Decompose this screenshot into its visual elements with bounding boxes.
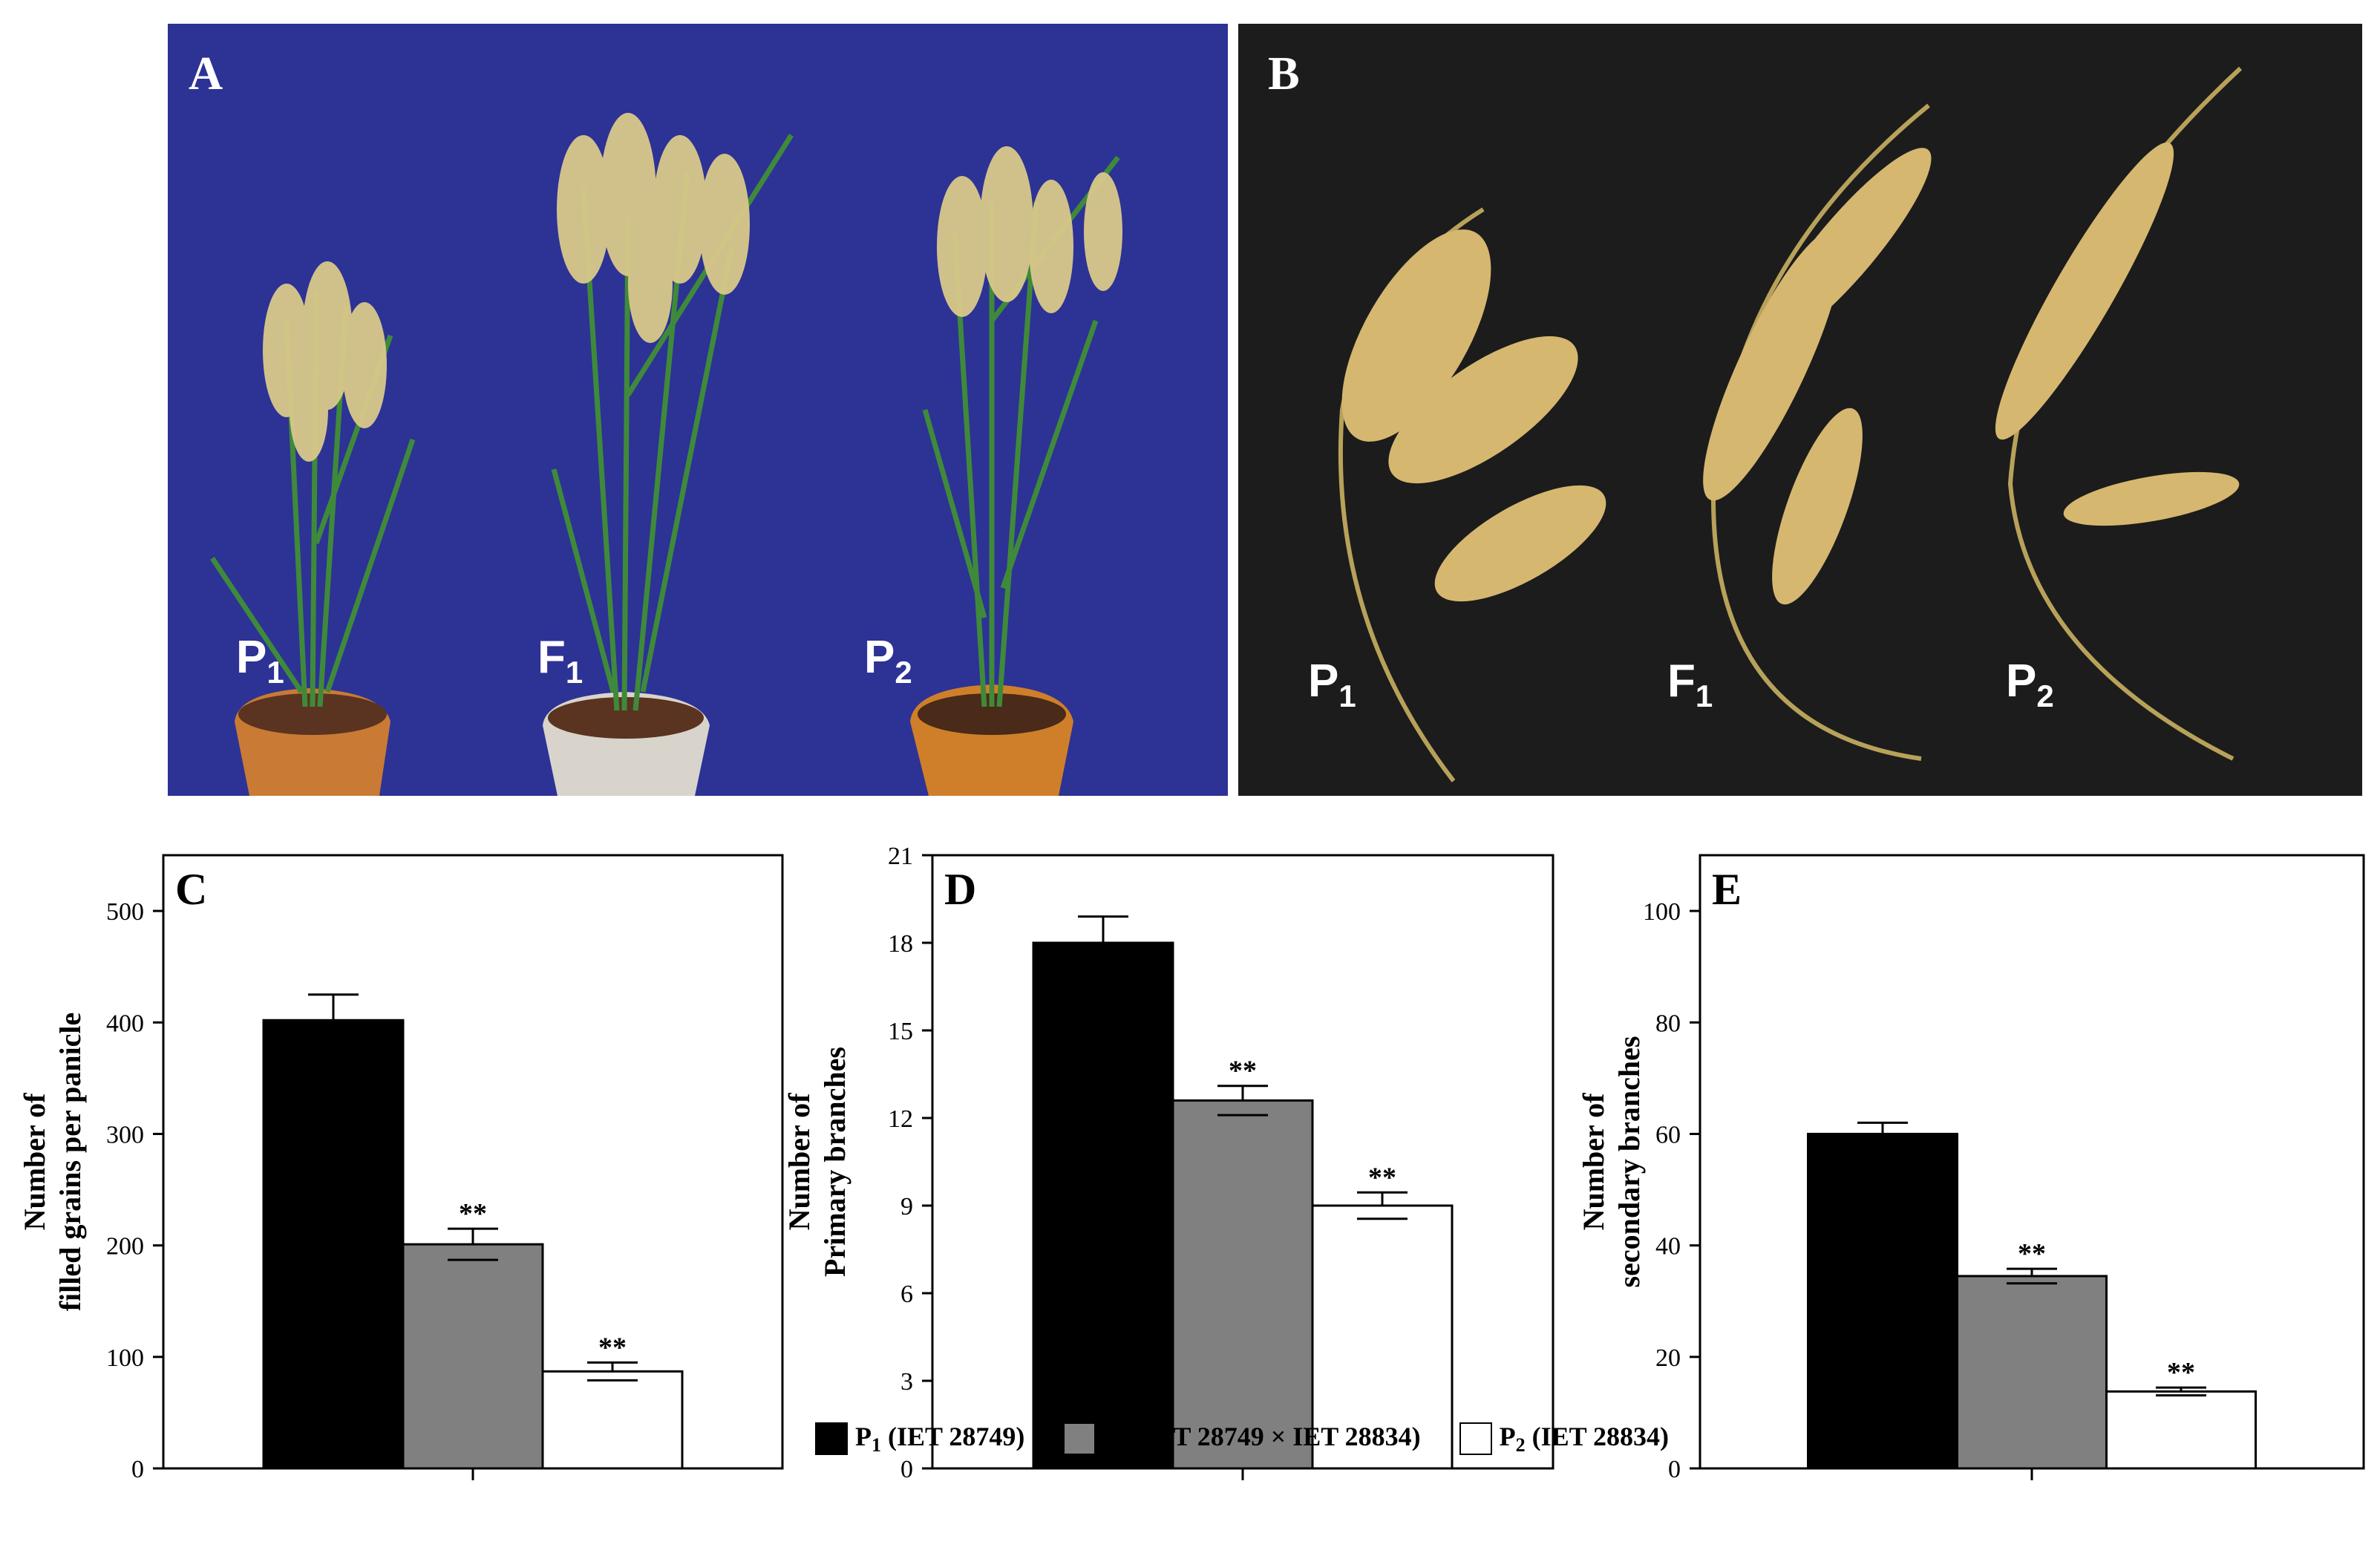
significance-marker: ** [459,1198,487,1229]
y-tick-label: 400 [106,1010,144,1037]
bar [1807,1132,1958,1470]
panicles-illustration [1238,24,2362,796]
bar [1311,1204,1454,1470]
plant-label-p2: P2 [864,632,912,690]
panel-letter-b: B [1268,47,1300,99]
y-tick-label: 21 [888,843,913,870]
y-tick-label: 12 [888,1105,913,1133]
photo-panicles: B P1 F1 P2 [1238,24,2362,796]
legend: P1 (IET 28749) F1 (IET 28749 × IET 28834)… [815,1416,1669,1461]
y-tick-label: 80 [1655,1010,1681,1037]
bar [1956,1275,2108,1470]
bar-charts: 0 100 200 300 400 500 ** ** C Number of filled gra… [0,831,2380,1556]
legend-swatch [815,1422,848,1455]
y-tick-label: 0 [900,1456,913,1483]
y-tick-label: 60 [1655,1121,1681,1148]
bar [541,1370,684,1470]
plants-illustration [168,24,1228,796]
legend-swatch [1459,1422,1492,1455]
y-axis-label-line2: filled grains per panicle [53,1013,87,1312]
significance-marker: ** [2018,1238,2046,1269]
significance-marker: ** [1229,1056,1257,1087]
panicle-label-p2: P2 [2006,656,2054,713]
y-tick-label: 100 [1643,898,1681,926]
y-tick-label: 18 [888,930,913,958]
bar [402,1243,544,1470]
bar [262,1019,405,1470]
y-tick-label: 100 [106,1344,144,1372]
y-axis-label-line1: Number of [18,1093,51,1230]
panel-letter: D [944,865,976,914]
photo-plants: A P1 F1 P2 [168,24,1228,796]
panel-letter: E [1712,865,1742,914]
y-tick-label: 3 [900,1368,913,1396]
legend-label: P2 (IET 28834) [1499,1421,1669,1457]
y-tick-label: 0 [1668,1456,1681,1483]
plant-label-p1: P1 [236,632,284,690]
y-axis-label-line1: Number of [1577,1093,1610,1230]
y-tick-label: 6 [900,1281,913,1308]
y-tick-label: 0 [131,1456,144,1483]
significance-marker: ** [1368,1162,1396,1193]
panel-letter-a: A [189,47,223,99]
y-axis-label-line2: secondary branches [1612,1036,1646,1288]
panicle-label-f1: F1 [1667,656,1713,713]
y-tick-label: 300 [106,1121,144,1148]
legend-label: P1 (IET 28749) [855,1421,1025,1457]
y-tick-label: 40 [1655,1233,1681,1261]
significance-marker: ** [2167,1357,2195,1388]
legend-item: P2 (IET 28834) [1459,1421,1669,1457]
bar [1171,1099,1314,1470]
panicle-label-p1: P1 [1308,656,1356,713]
panel-letter: C [175,865,207,914]
legend-item: P1 (IET 28749) [815,1421,1024,1457]
legend-label: F1 (IET 28749 × IET 28834) [1103,1421,1421,1457]
plant-label-f1: F1 [537,632,583,690]
bar [2105,1390,2257,1470]
legend-item: F1 (IET 28749 × IET 28834) [1063,1421,1421,1457]
y-tick-label: 15 [888,1018,913,1045]
y-axis-label-line2: Primary branches [818,1047,851,1277]
y-tick-label: 9 [900,1193,913,1220]
y-axis-label-line1: Number of [782,1093,816,1230]
y-tick-label: 200 [106,1233,144,1261]
y-tick-label: 20 [1655,1344,1681,1372]
significance-marker: ** [598,1332,627,1363]
y-tick-label: 500 [106,898,144,926]
legend-swatch [1063,1422,1096,1455]
bar [1032,941,1174,1470]
